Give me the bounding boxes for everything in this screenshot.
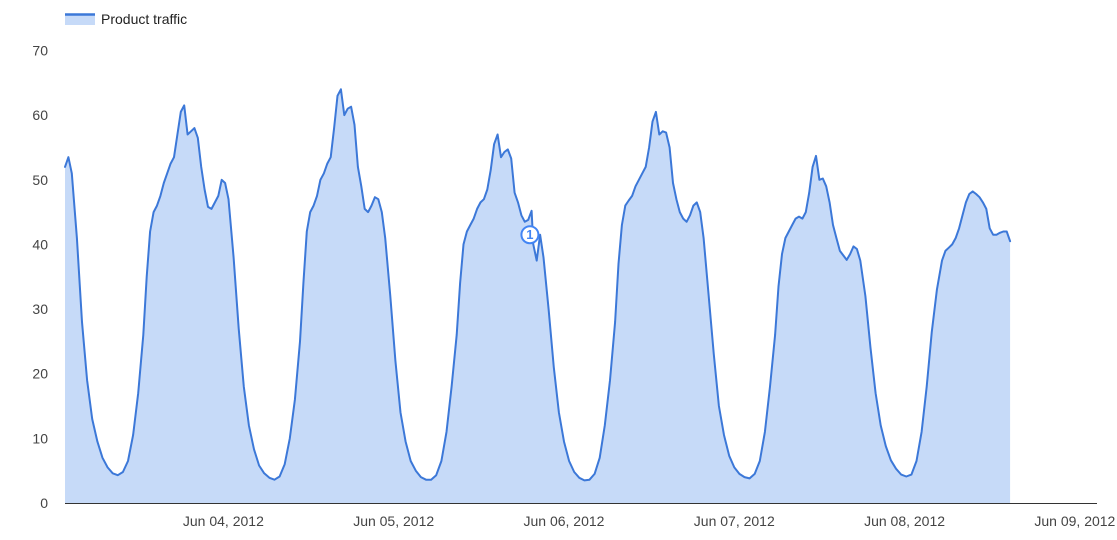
legend[interactable]: Product traffic: [65, 11, 187, 27]
x-tick-label: Jun 09, 2012: [1034, 513, 1115, 529]
y-tick-label: 30: [32, 301, 48, 317]
series-line[interactable]: [64, 88, 1012, 482]
y-tick-label: 40: [32, 236, 48, 252]
annotation-layer[interactable]: 1: [520, 225, 540, 245]
x-tick-label: Jun 05, 2012: [353, 513, 434, 529]
x-tick-label: Jun 06, 2012: [523, 513, 604, 529]
series-area-layer: [64, 88, 1012, 504]
x-tick-label: Jun 08, 2012: [864, 513, 945, 529]
annotation-label: 1: [526, 227, 533, 242]
x-axis: Jun 04, 2012 Jun 05, 2012 Jun 06, 2012 Jun …: [183, 513, 1116, 529]
y-tick-label: 10: [32, 430, 48, 446]
y-tick-label: 0: [40, 495, 48, 511]
annotation-marker[interactable]: [520, 225, 540, 245]
y-tick-label: 50: [32, 172, 48, 188]
legend-label: Product traffic: [101, 11, 187, 27]
series-area-fill: [65, 89, 1011, 504]
y-axis: 0 10 20 30 40 50 60 70: [32, 43, 48, 512]
x-tick-label: Jun 07, 2012: [694, 513, 775, 529]
y-tick-label: 20: [32, 366, 48, 382]
legend-swatch: [65, 14, 95, 25]
y-tick-label: 60: [32, 107, 48, 123]
y-tick-label: 70: [32, 43, 48, 59]
x-tick-label: Jun 04, 2012: [183, 513, 264, 529]
